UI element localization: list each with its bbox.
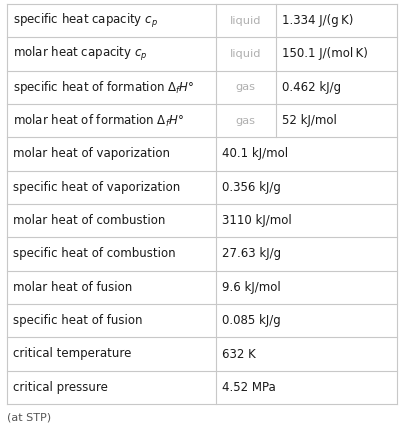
Text: 0.356 kJ/g: 0.356 kJ/g	[222, 181, 280, 194]
Text: molar heat of combustion: molar heat of combustion	[13, 214, 165, 227]
Text: liquid: liquid	[230, 49, 262, 59]
Text: specific heat capacity $c_p$: specific heat capacity $c_p$	[13, 12, 158, 30]
Text: 0.462 kJ/g: 0.462 kJ/g	[282, 81, 341, 94]
Text: 150.1 J/(mol K): 150.1 J/(mol K)	[282, 48, 368, 61]
Text: critical temperature: critical temperature	[13, 348, 131, 361]
Text: 40.1 kJ/mol: 40.1 kJ/mol	[222, 148, 288, 161]
Text: liquid: liquid	[230, 16, 262, 26]
Text: 4.52 MPa: 4.52 MPa	[222, 381, 276, 394]
Text: specific heat of vaporization: specific heat of vaporization	[13, 181, 180, 194]
Text: specific heat of formation $\Delta_fH°$: specific heat of formation $\Delta_fH°$	[13, 79, 194, 96]
Text: critical pressure: critical pressure	[13, 381, 108, 394]
Text: 52 kJ/mol: 52 kJ/mol	[282, 114, 337, 127]
Text: molar heat capacity $c_p$: molar heat capacity $c_p$	[13, 45, 147, 63]
Text: (at STP): (at STP)	[7, 413, 51, 423]
Text: 1.334 J/(g K): 1.334 J/(g K)	[282, 14, 354, 27]
Text: 0.085 kJ/g: 0.085 kJ/g	[222, 314, 280, 327]
Text: gas: gas	[236, 116, 256, 126]
Text: molar heat of formation $\Delta_fH°$: molar heat of formation $\Delta_fH°$	[13, 113, 184, 129]
Text: 27.63 kJ/g: 27.63 kJ/g	[222, 248, 281, 261]
Text: molar heat of vaporization: molar heat of vaporization	[13, 148, 170, 161]
Text: gas: gas	[236, 82, 256, 92]
Text: molar heat of fusion: molar heat of fusion	[13, 281, 132, 294]
Text: specific heat of combustion: specific heat of combustion	[13, 248, 176, 261]
Text: 632 K: 632 K	[222, 348, 255, 361]
Text: 9.6 kJ/mol: 9.6 kJ/mol	[222, 281, 280, 294]
Text: specific heat of fusion: specific heat of fusion	[13, 314, 143, 327]
Text: 3110 kJ/mol: 3110 kJ/mol	[222, 214, 291, 227]
